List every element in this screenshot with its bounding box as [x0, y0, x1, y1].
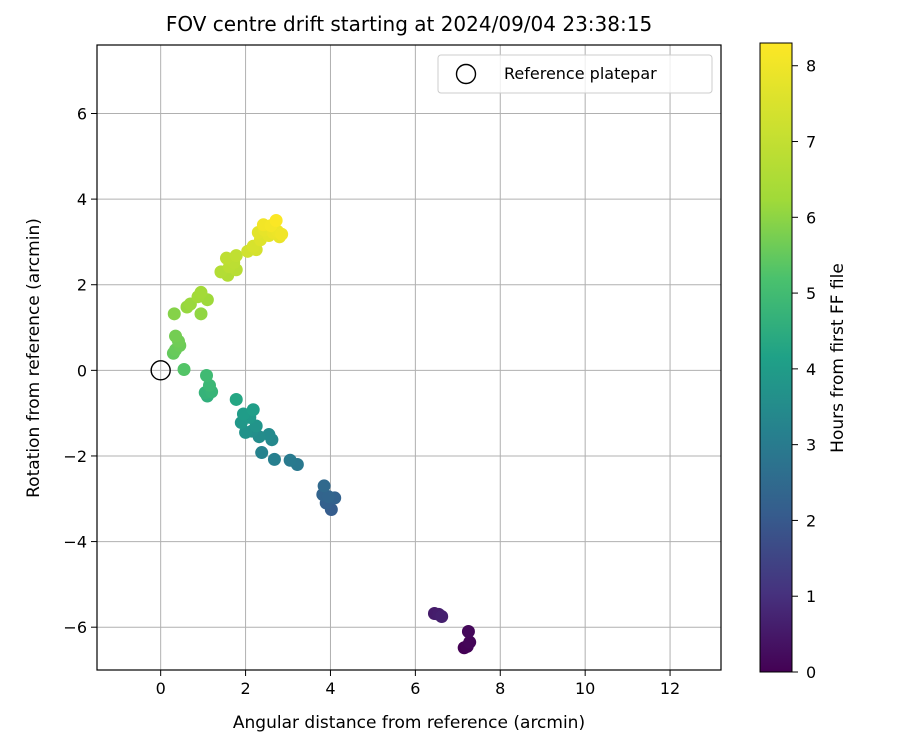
colorbar-gradient [759, 42, 793, 673]
x-tick-label: 2 [240, 679, 250, 698]
x-tick-label: 8 [495, 679, 505, 698]
grid [97, 45, 721, 670]
y-tick-label: −2 [63, 447, 87, 466]
colorbar-label: Hours from first FF file [828, 263, 848, 453]
colorbar: 0 1 2 3 4 5 6 7 8 Hours from first FF file [759, 42, 848, 682]
colorbar-tick-label: 4 [806, 360, 816, 379]
y-tick-label: 6 [77, 104, 87, 123]
data-point [321, 490, 335, 504]
x-tick-label: 0 [156, 679, 166, 698]
colorbar-ticks: 0 1 2 3 4 5 6 7 8 [792, 57, 816, 682]
y-tick-label: −6 [63, 618, 87, 637]
y-tick-label: −4 [63, 533, 87, 552]
data-point [262, 428, 276, 442]
data-point [229, 249, 243, 263]
data-point [202, 378, 216, 392]
data-point [435, 609, 449, 623]
colorbar-tick-label: 7 [806, 133, 816, 152]
data-point [239, 425, 253, 439]
legend: Reference platepar [437, 54, 713, 94]
y-tick-label: 4 [77, 190, 87, 209]
reference-marker [150, 360, 171, 381]
y-axis: −6 −4 −2 0 2 4 6 [63, 104, 97, 637]
colorbar-tick-label: 6 [806, 208, 816, 227]
y-axis-label: Rotation from reference (arcmin) [24, 218, 44, 498]
colorbar-tick-label: 5 [806, 284, 816, 303]
colorbar-tick-label: 8 [806, 57, 816, 76]
y-tick-label: 0 [77, 361, 87, 380]
legend-entry-label: Reference platepar [504, 64, 657, 83]
colorbar-tick-label: 0 [806, 663, 816, 682]
data-point [229, 392, 243, 406]
data-point [200, 368, 214, 382]
x-tick-label: 10 [575, 679, 595, 698]
legend-box [437, 54, 713, 94]
data-point [283, 453, 297, 467]
x-tick-label: 6 [410, 679, 420, 698]
data-point [255, 446, 269, 460]
data-point [317, 479, 331, 493]
plot-frame [96, 44, 722, 671]
data-point [275, 227, 289, 241]
data-point [463, 635, 477, 649]
colorbar-tick-label: 3 [806, 436, 816, 455]
data-point [194, 307, 208, 321]
legend-marker-icon [455, 63, 477, 85]
data-point [461, 624, 475, 638]
data-points [166, 214, 477, 655]
data-point [177, 362, 191, 376]
data-point [246, 403, 260, 417]
data-point [169, 329, 183, 343]
data-point [194, 285, 208, 299]
data-point [267, 452, 281, 466]
data-point [269, 214, 283, 228]
colorbar-tick-label: 1 [806, 587, 816, 606]
x-tick-label: 4 [325, 679, 335, 698]
data-point [236, 407, 250, 421]
colorbar-tick-label: 2 [806, 511, 816, 530]
data-point [219, 251, 233, 265]
reference-marker-group [150, 360, 171, 381]
x-axis-label: Angular distance from reference (arcmin) [233, 713, 585, 733]
y-tick-label: 2 [77, 276, 87, 295]
x-tick-label: 12 [660, 679, 680, 698]
data-point [167, 307, 181, 321]
x-axis: 0 2 4 6 8 10 12 [156, 670, 680, 698]
chart-title: FOV centre drift starting at 2024/09/04 … [166, 12, 652, 36]
